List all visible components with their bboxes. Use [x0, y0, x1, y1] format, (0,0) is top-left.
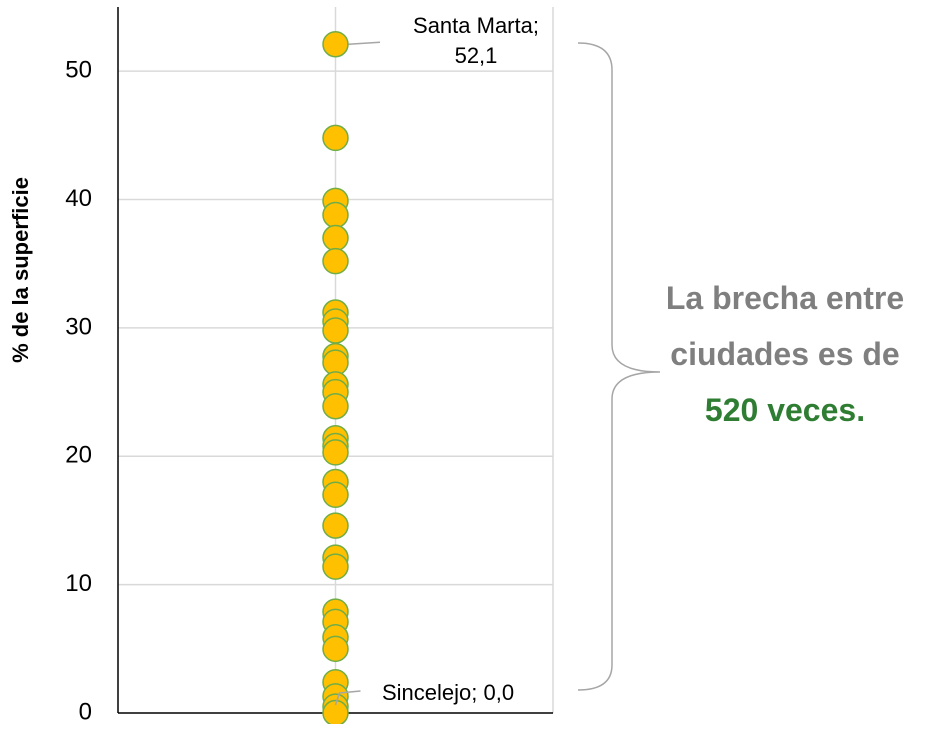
brace — [577, 42, 661, 691]
point — [322, 439, 349, 466]
point — [322, 317, 349, 344]
point — [322, 124, 349, 152]
data-label: Santa Marta; 52,1 — [413, 13, 539, 69]
leader-line — [334, 690, 361, 706]
point — [322, 635, 349, 663]
point — [322, 224, 349, 252]
point — [322, 392, 349, 420]
point — [322, 30, 349, 58]
y-tick-label: 40 — [65, 185, 92, 212]
annotation-text: La brecha entre ciudades es de — [665, 280, 905, 372]
y-tick-label: 0 — [79, 698, 92, 724]
data-label: Sincelejo; 0,0 — [382, 680, 515, 705]
point — [322, 201, 349, 229]
y-tick-label: 20 — [65, 442, 92, 469]
point — [322, 247, 349, 275]
annotation-highlight: 520 veces. — [704, 392, 866, 428]
leader-line — [348, 41, 381, 45]
point — [322, 553, 349, 580]
y-tick-label: 10 — [65, 570, 92, 597]
point — [322, 481, 349, 509]
annotation: La brecha entre ciudades es de 520 veces. — [625, 270, 937, 438]
y-axis-label: % de la superficie — [8, 177, 33, 363]
y-tick-label: 50 — [65, 57, 92, 84]
y-tick-label: 30 — [65, 313, 92, 340]
point — [322, 512, 349, 539]
